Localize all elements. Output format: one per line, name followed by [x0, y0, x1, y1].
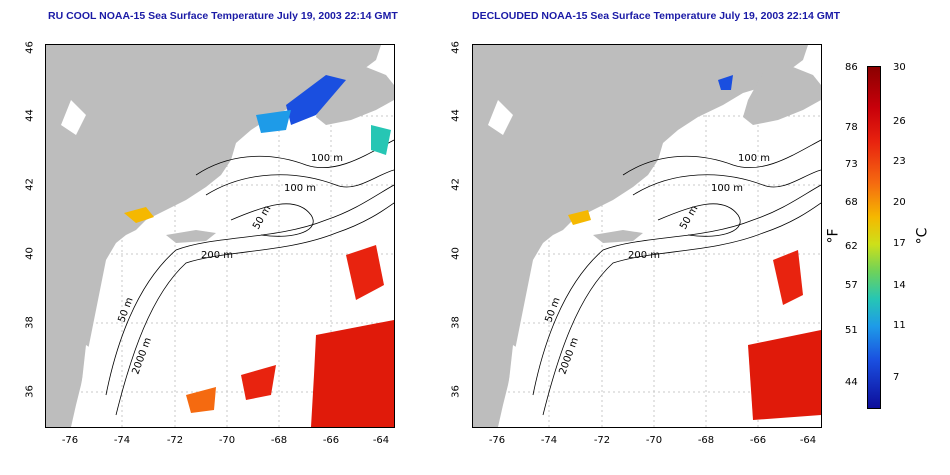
lat-tick: 46 — [24, 41, 36, 54]
lat-tick: 42 — [450, 178, 462, 191]
contour-label: 50 m — [678, 204, 700, 232]
right-sst-map: 100 m 100 m 50 m 200 m 50 m 2000 m — [472, 44, 822, 428]
land-mass — [473, 45, 808, 427]
land-mass — [46, 45, 381, 427]
lat-tick: 40 — [450, 247, 462, 260]
left-map-title: RU COOL NOAA-15 Sea Surface Temperature … — [48, 10, 398, 22]
fahrenheit-tick: 57 — [845, 280, 858, 291]
lon-tick: -66 — [322, 435, 340, 446]
fahrenheit-tick: 51 — [845, 325, 858, 336]
lat-tick: 38 — [450, 316, 462, 329]
lon-tick: -64 — [799, 435, 817, 446]
lon-tick: -64 — [372, 435, 390, 446]
lon-tick: -74 — [540, 435, 558, 446]
fahrenheit-tick: 73 — [845, 159, 858, 170]
celsius-tick: 11 — [893, 320, 906, 331]
contour-label: 100 m — [738, 153, 770, 164]
celsius-tick: 20 — [893, 197, 906, 208]
fahrenheit-tick: 78 — [845, 122, 858, 133]
lon-tick: -66 — [749, 435, 767, 446]
celsius-tick: 23 — [893, 156, 906, 167]
fahrenheit-unit-label: °F — [825, 228, 842, 244]
lon-tick: -74 — [113, 435, 131, 446]
lat-tick: 44 — [24, 109, 36, 122]
lat-tick: 36 — [450, 385, 462, 398]
contour-label: 200 m — [628, 250, 660, 261]
fahrenheit-tick: 86 — [845, 62, 858, 73]
lon-tick: -68 — [697, 435, 715, 446]
contour-label: 100 m — [311, 153, 343, 164]
fahrenheit-tick: 68 — [845, 197, 858, 208]
lat-tick: 38 — [24, 316, 36, 329]
temperature-colorbar — [867, 66, 881, 409]
contour-label: 2000 m — [557, 336, 580, 376]
lon-tick: -72 — [166, 435, 184, 446]
lat-tick: 40 — [24, 247, 36, 260]
contour-label: 200 m — [201, 250, 233, 261]
celsius-tick: 26 — [893, 116, 906, 127]
lat-tick: 36 — [24, 385, 36, 398]
right-map-title: DECLOUDED NOAA-15 Sea Surface Temperatur… — [472, 10, 841, 22]
lon-tick: -76 — [61, 435, 79, 446]
contour-label: 100 m — [711, 183, 743, 194]
celsius-unit-label: °C — [914, 227, 931, 245]
lon-tick: -70 — [218, 435, 236, 446]
lon-tick: -68 — [270, 435, 288, 446]
lon-tick: -76 — [488, 435, 506, 446]
contour-label: 2000 m — [130, 336, 153, 376]
warm-sst-patch — [311, 320, 394, 427]
lon-tick: -70 — [645, 435, 663, 446]
contour-label: 100 m — [284, 183, 316, 194]
contour-label: 50 m — [251, 204, 273, 232]
fahrenheit-tick: 62 — [845, 241, 858, 252]
warm-sst-patch — [748, 330, 821, 420]
celsius-tick: 7 — [893, 372, 900, 383]
left-sst-map: 100 m 100 m 50 m 200 m 50 m 2000 m — [45, 44, 395, 428]
lat-tick: 42 — [24, 178, 36, 191]
lat-tick: 46 — [450, 41, 462, 54]
cool-sst-patch — [286, 75, 346, 125]
celsius-tick: 30 — [893, 62, 906, 73]
fahrenheit-tick: 44 — [845, 377, 858, 388]
celsius-tick: 17 — [893, 238, 906, 249]
lat-tick: 44 — [450, 109, 462, 122]
celsius-tick: 14 — [893, 280, 906, 291]
lon-tick: -72 — [593, 435, 611, 446]
cool-sst-patch — [718, 75, 733, 90]
